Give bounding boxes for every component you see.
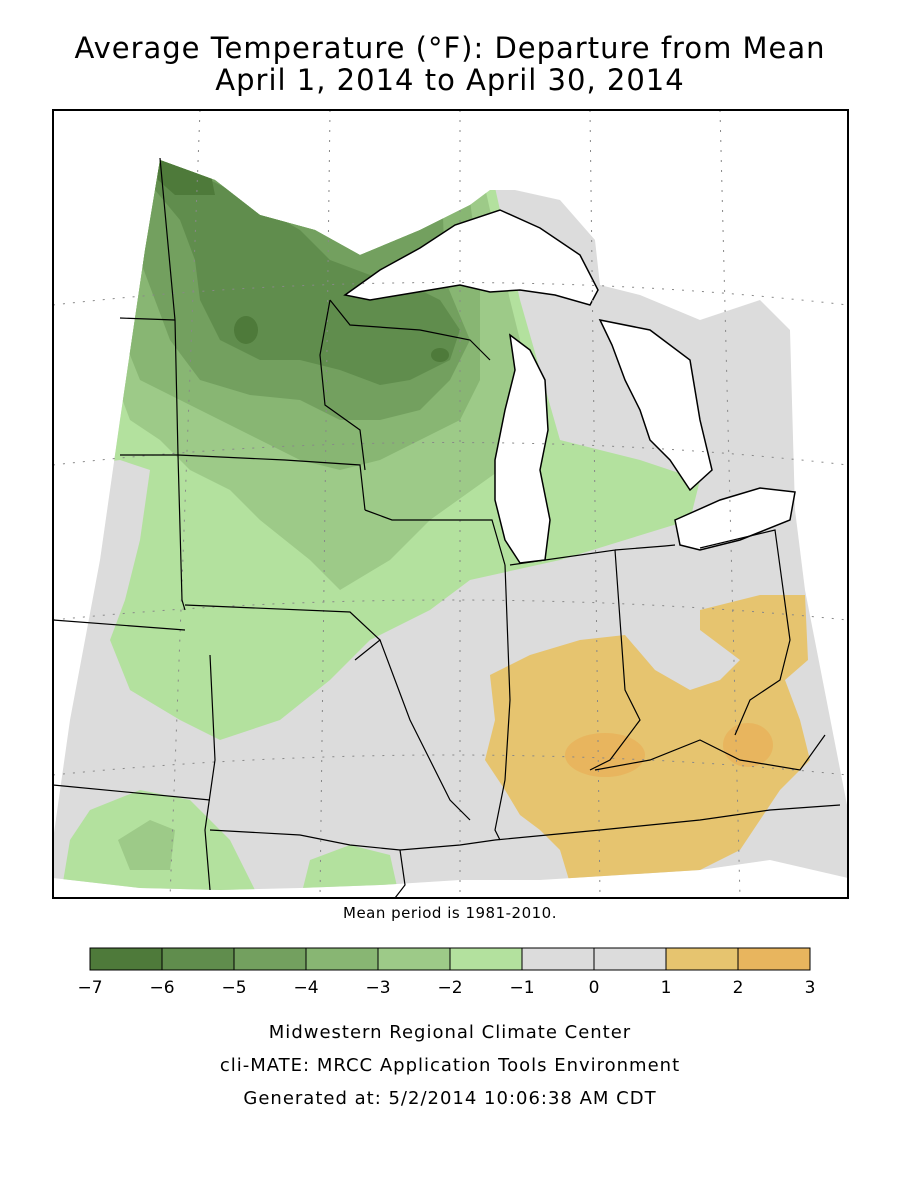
legend-bin <box>665 947 739 971</box>
legend-tick-label: −2 <box>437 978 463 998</box>
legend-tick-label: −7 <box>77 978 103 998</box>
legend-tick-label: 1 <box>660 978 672 998</box>
legend-bin <box>449 947 523 971</box>
legend-bin <box>521 947 595 971</box>
legend-color-bar <box>89 947 811 971</box>
state-boundaries <box>53 157 841 898</box>
legend-tick-label: −3 <box>365 978 391 998</box>
legend-bin <box>89 947 163 971</box>
great-lakes <box>343 209 796 564</box>
legend-bin <box>593 947 667 971</box>
legend-bin <box>233 947 307 971</box>
map-title: Average Temperature (°F): Departure from… <box>74 31 826 65</box>
credit-generated-time: Generated at: 5/2/2014 10:06:38 AM CDT <box>243 1088 657 1109</box>
legend-tick-label: 3 <box>804 978 816 998</box>
credit-organization: Midwestern Regional Climate Center <box>268 1022 632 1043</box>
legend-bin <box>161 947 235 971</box>
legend-bin <box>377 947 451 971</box>
map-frame <box>52 109 849 899</box>
legend-tick-label: −4 <box>293 978 319 998</box>
legend-bin <box>305 947 379 971</box>
map-date-range: April 1, 2014 to April 30, 2014 <box>215 63 685 97</box>
legend-tick-label: 0 <box>588 978 600 998</box>
legend-bin <box>737 947 811 971</box>
lat-long-grid <box>53 110 848 898</box>
credit-tool: cli-MATE: MRCC Application Tools Environ… <box>219 1055 681 1076</box>
legend-tick-label: −5 <box>221 978 247 998</box>
legend-tick-label: −6 <box>149 978 175 998</box>
legend-tick-label: −1 <box>509 978 535 998</box>
legend-tick-label: 2 <box>732 978 744 998</box>
mean-period-note: Mean period is 1981-2010. <box>343 904 557 922</box>
